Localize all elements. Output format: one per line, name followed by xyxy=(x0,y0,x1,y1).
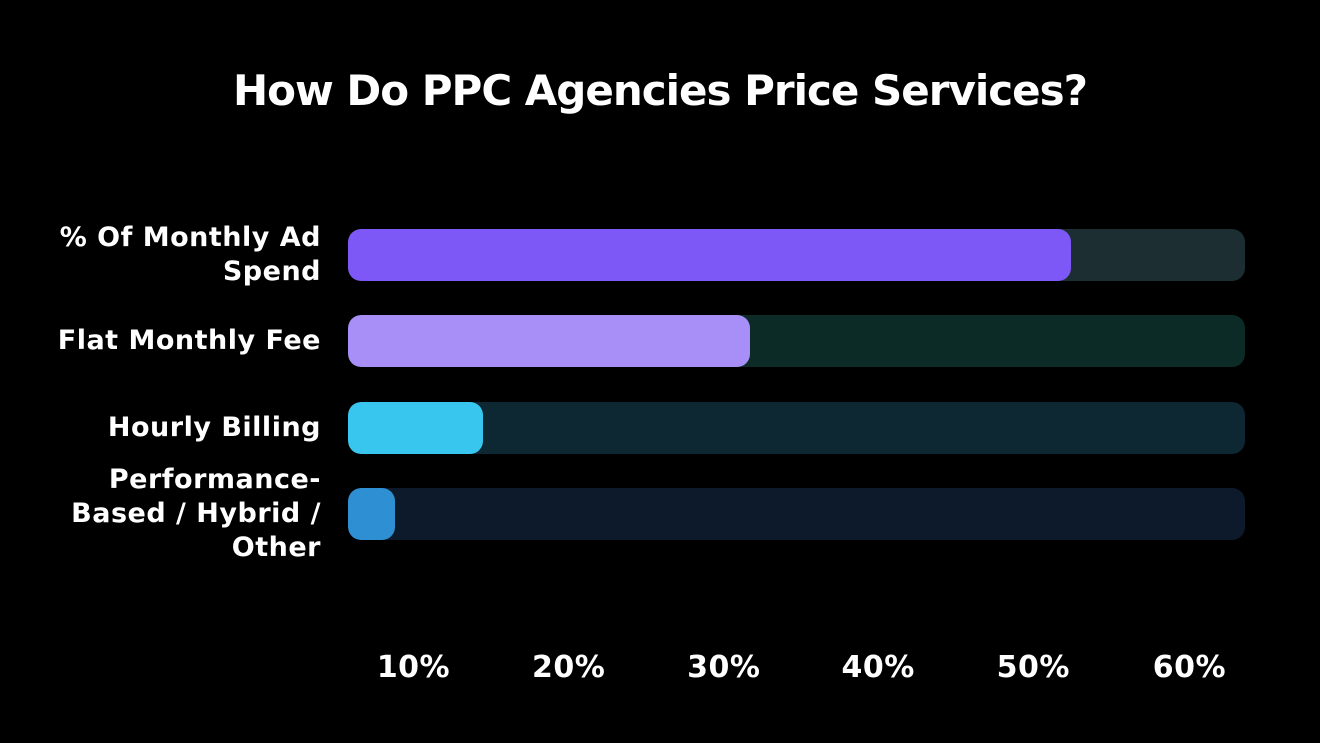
bar-row: Performance- Based / Hybrid / Other xyxy=(0,464,1245,563)
bar-row: Flat Monthly Fee xyxy=(0,298,1245,384)
x-axis-tick-60: 60% xyxy=(1152,650,1227,685)
x-axis: 10% 20% 30% 40% 50% 60% xyxy=(348,650,1245,694)
bar-row: Hourly Billing xyxy=(0,385,1245,471)
x-axis-tick-40: 40% xyxy=(841,650,915,685)
bar-track xyxy=(348,488,1245,541)
category-label-flat-monthly-fee: Flat Monthly Fee xyxy=(57,325,321,357)
x-axis-tick-10: 10% xyxy=(376,650,451,685)
bar-track xyxy=(348,315,1245,368)
category-label-pct-of-monthly-ad-spend: % Of Monthly Ad Spend xyxy=(59,221,321,288)
category-label-hourly-billing: Hourly Billing xyxy=(107,411,321,443)
category-label-performance-based-hybrid-other: Performance- Based / Hybrid / Other xyxy=(71,463,321,564)
bar-row: % Of Monthly Ad Spend xyxy=(0,212,1245,298)
bar-track xyxy=(348,401,1245,454)
x-axis-tick-50: 50% xyxy=(996,650,1070,685)
chart-title: How Do PPC Agencies Price Services? xyxy=(233,66,1088,115)
x-axis-tick-20: 20% xyxy=(532,650,606,685)
bar-track xyxy=(348,229,1245,282)
bar-fill-pct-of-monthly-ad-spend xyxy=(348,229,1071,282)
x-axis-tick-30: 30% xyxy=(687,650,761,685)
bar-fill-performance-based-hybrid-other xyxy=(348,488,395,541)
bar-fill-hourly-billing xyxy=(348,401,483,454)
bar-fill-flat-monthly-fee xyxy=(348,315,750,368)
bar-chart: % Of Monthly Ad Spend Flat Monthly Fee H… xyxy=(0,212,1245,563)
